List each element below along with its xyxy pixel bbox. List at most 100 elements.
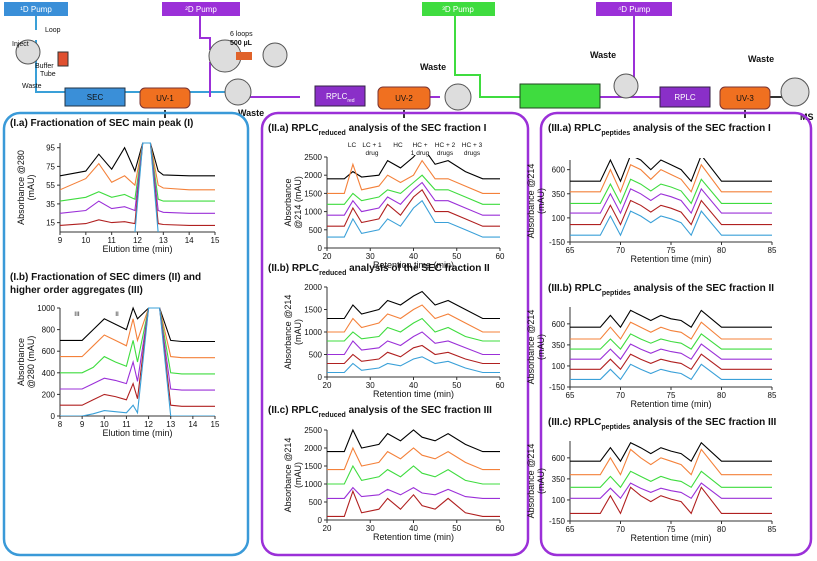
- y-tick-label: 0: [51, 412, 56, 421]
- x-tick-label: 9: [80, 420, 85, 429]
- x-tick-label: 30: [366, 381, 375, 390]
- x-tick-label: 13: [166, 420, 175, 429]
- panel-title-part: higher order aggregates (III): [10, 285, 143, 296]
- annotation: HC: [393, 142, 403, 149]
- annotation: HC +: [413, 142, 428, 149]
- x-tick-label: 85: [768, 246, 777, 255]
- panel-title-part: analysis of the SEC fraction I: [630, 123, 771, 134]
- label: 500 µL: [230, 40, 253, 47]
- y-axis-label: Absorbance @214: [526, 310, 536, 385]
- trace: [327, 489, 500, 517]
- annotation: HC + 2: [435, 142, 456, 149]
- x-tick-label: 75: [667, 246, 676, 255]
- annotation: drug: [365, 150, 378, 157]
- y-tick-label: 2500: [304, 153, 322, 162]
- trace: [570, 321, 772, 340]
- y-axis-label: (mAU): [536, 188, 546, 214]
- x-tick-label: 80: [717, 525, 726, 534]
- y-axis-label: (mAU): [293, 462, 303, 488]
- trace: [570, 448, 772, 476]
- x-tick-label: 50: [452, 381, 461, 390]
- trace: [327, 174, 500, 205]
- x-tick-label: 20: [323, 524, 332, 533]
- components: [15, 39, 810, 111]
- y-axis-label: Absorbance: [283, 178, 293, 226]
- trace: [327, 290, 500, 320]
- trace: [60, 307, 215, 416]
- trace: [570, 309, 772, 329]
- y-tick-label: 350: [552, 190, 566, 199]
- y-tick-label: -150: [549, 517, 566, 526]
- x-axis-label: Retention time (min): [630, 399, 711, 409]
- x-tick-label: 12: [133, 236, 142, 245]
- panel-title-part: reduced: [319, 412, 346, 419]
- x-tick-label: 65: [566, 525, 575, 534]
- component-labels: Inject Loop Buffer Tube Waste SEC UV-1 6…: [12, 27, 814, 122]
- label: UV-1: [156, 94, 174, 103]
- trace: [327, 464, 500, 485]
- x-tick-label: 20: [323, 381, 332, 390]
- trace: [60, 307, 215, 407]
- label: RPLCred: [326, 92, 355, 104]
- x-tick-label: 50: [452, 252, 461, 261]
- trace: [570, 178, 772, 205]
- y-tick-label: 15: [46, 219, 55, 228]
- panel-title-part: peptides: [602, 290, 631, 297]
- x-tick-label: 20: [323, 252, 332, 261]
- panel-title-part: (II.b) RPLC: [268, 263, 319, 274]
- x-tick-label: 85: [768, 391, 777, 400]
- trace: [60, 307, 215, 359]
- x-tick-label: 60: [496, 381, 505, 390]
- x-tick-label: 30: [366, 252, 375, 261]
- y-axis-label: (mAU): [293, 319, 303, 345]
- y-tick-label: 0: [318, 373, 323, 382]
- label: Waste: [590, 50, 616, 60]
- panel-title-part: (III.a) RPLC: [548, 123, 601, 134]
- x-tick-label: 70: [616, 391, 625, 400]
- y-axis-label: Absorbance @214: [526, 164, 536, 239]
- trace: [60, 142, 215, 191]
- trace: [570, 353, 772, 371]
- x-tick-label: 40: [409, 252, 418, 261]
- panel-title-part: (III.c) RPLC: [548, 417, 601, 428]
- y-axis-label: @280 (mAU): [26, 336, 36, 389]
- x-axis-label: Retention time (min): [373, 389, 454, 399]
- trace: [60, 307, 215, 391]
- trace: [570, 163, 772, 194]
- annotation: LC: [348, 142, 357, 149]
- x-axis-label: Retention time (min): [630, 533, 711, 543]
- trace: [570, 482, 772, 500]
- trace: [60, 307, 215, 375]
- label: red: [347, 98, 354, 104]
- y-axis-label: Absorbance @214: [283, 295, 293, 370]
- y-tick-label: 95: [46, 144, 55, 153]
- y-tick-label: 350: [552, 341, 566, 350]
- panel-title-part: (III.b) RPLC: [548, 283, 602, 294]
- y-tick-label: 1000: [304, 480, 322, 489]
- x-tick-label: 30: [366, 524, 375, 533]
- panel-title: (III.c) RPLCpeptides analysis of the SEC…: [548, 417, 777, 431]
- x-tick-label: 11: [108, 236, 117, 245]
- x-tick-label: 14: [185, 236, 194, 245]
- x-tick-label: 12: [144, 420, 153, 429]
- panel-title-part: reduced: [319, 130, 346, 137]
- trace: [60, 142, 215, 177]
- label: UV-3: [736, 94, 754, 103]
- trace: [327, 199, 500, 238]
- panel-title: (II.c) RPLCreduced analysis of the SEC f…: [268, 405, 492, 419]
- panel-title-part: analysis of the SEC fraction III: [630, 417, 776, 428]
- y-tick-label: 0: [318, 516, 323, 525]
- annotation: III: [74, 311, 80, 318]
- y-tick-label: 600: [552, 166, 566, 175]
- trace: [327, 304, 500, 333]
- trace: [60, 306, 215, 343]
- x-tick-label: 80: [717, 246, 726, 255]
- x-tick-label: 75: [667, 391, 676, 400]
- annotation: 1 drug: [411, 150, 430, 157]
- trace: [327, 159, 500, 194]
- panel-title-part: analysis of the SEC fraction II: [631, 283, 775, 294]
- x-axis-label: Elution time (min): [102, 244, 172, 254]
- x-axis-label: Retention time (min): [630, 254, 711, 264]
- label: RPLC: [326, 92, 348, 101]
- y-axis-label: Absorbance @214: [526, 444, 536, 519]
